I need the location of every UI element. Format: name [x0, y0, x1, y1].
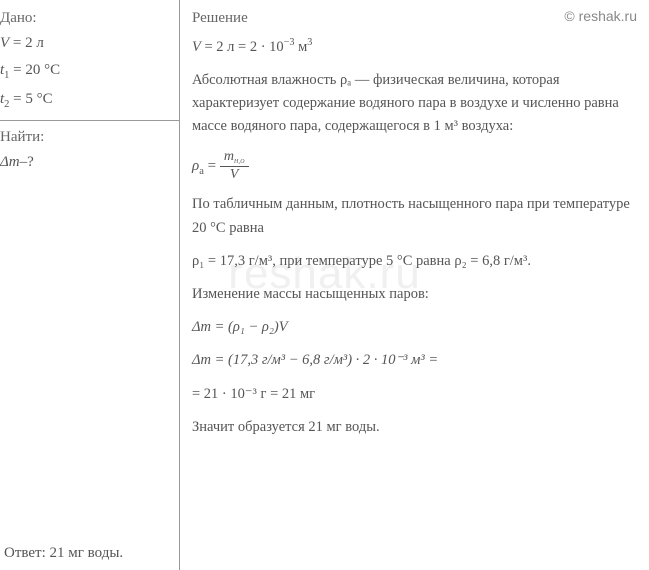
- solution-column: Решение V = 2 л = 2 · 10−3 м3 Абсолютная…: [180, 0, 649, 570]
- answer: Ответ: 21 мг воды.: [4, 545, 123, 562]
- given-item: V = 2 л: [0, 35, 171, 52]
- mass-formula: Δm = (ρ₁ − ρ₂)V: [192, 316, 637, 339]
- given-column: Дано: V = 2 л t1 = 20 °C t2 = 5 °C Найти…: [0, 0, 180, 570]
- find-item: Δm–?: [0, 154, 171, 171]
- calculation: Δm = (17,3 г/м³ − 6,8 г/м³) · 2 · 10⁻³ м…: [192, 349, 637, 372]
- mass-change-label: Изменение массы насыщенных паров:: [192, 283, 637, 306]
- density-formula: ρа = mH₂O V: [192, 149, 637, 184]
- volume-conversion: V = 2 л = 2 · 10−3 м3: [192, 35, 637, 59]
- given-header: Дано:: [0, 10, 171, 27]
- conclusion: Значит образуется 21 мг воды.: [192, 416, 637, 439]
- calculation-result: = 21 · 10⁻³ г = 21 мг: [192, 383, 637, 406]
- find-header: Найти:: [0, 129, 171, 146]
- rho-values: ρ₁ = 17,3 г/м³, при температуре 5 °C рав…: [192, 250, 637, 273]
- given-item: t2 = 5 °C: [0, 91, 171, 110]
- watermark: © reshak.ru: [564, 8, 637, 24]
- table-data-paragraph: По табличным данным, плотность насыщенно…: [192, 193, 637, 239]
- given-item: t1 = 20 °C: [0, 62, 171, 81]
- definition-paragraph: Абсолютная влажность ρₐ — физическая вел…: [192, 69, 637, 139]
- main-container: Дано: V = 2 л t1 = 20 °C t2 = 5 °C Найти…: [0, 0, 649, 570]
- divider: [0, 120, 179, 121]
